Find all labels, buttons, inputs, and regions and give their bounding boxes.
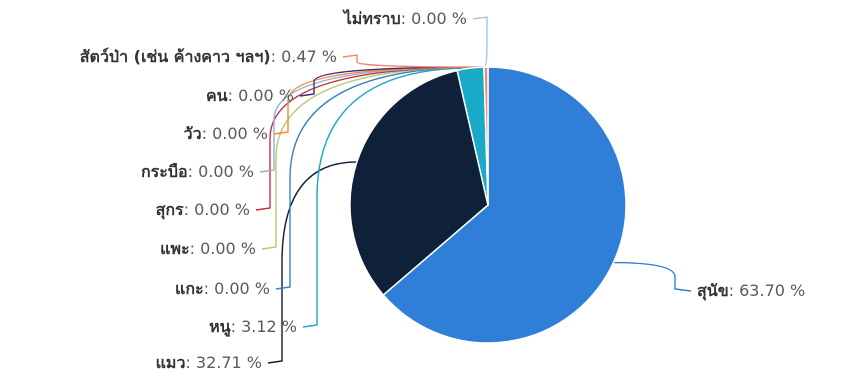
slice-1-name: แมว bbox=[156, 353, 186, 372]
data-labels: สุนัข: 63.70 % แมว: 32.71 % หนู: 3.12 % แกะ… bbox=[80, 9, 805, 372]
slice-3-value: : 0.00 % bbox=[204, 279, 270, 298]
slice-10-name: ไม่ทราบ bbox=[342, 9, 401, 28]
slice-9-name: สัตว์ป่า (เช่น ค้างคาว ฯลฯ) bbox=[80, 47, 271, 66]
slice-5-value: : 0.00 % bbox=[184, 200, 250, 219]
slice-10-value: : 0.00 % bbox=[401, 9, 467, 28]
slice-6-value: : 0.00 % bbox=[188, 162, 254, 181]
slice-7-value: : 0.00 % bbox=[202, 124, 268, 143]
slice-9-connector bbox=[342, 54, 484, 68]
slice-9-wedge[interactable] bbox=[483, 66, 489, 206]
slice-1-value: : 32.71 % bbox=[185, 353, 262, 372]
slice-0-name: สุนัข bbox=[697, 281, 729, 301]
slice-4-name: แพะ bbox=[160, 239, 189, 258]
slice-2-value: : 3.12 % bbox=[231, 317, 297, 336]
slice-9-value: : 0.47 % bbox=[271, 47, 337, 66]
slice-7-name: วัว bbox=[184, 124, 202, 143]
slice-4-value: : 0.00 % bbox=[190, 239, 256, 258]
slice-10-label: ไม่ทราบ: 0.00 % bbox=[342, 9, 467, 28]
slice-1-connector bbox=[267, 161, 357, 364]
slice-0-label: สุนัข: 63.70 % bbox=[697, 281, 805, 301]
pie-slices bbox=[349, 66, 627, 344]
slice-8-name: คน bbox=[206, 86, 228, 105]
slice-3-name: แกะ bbox=[175, 279, 204, 298]
slice-5-label: สุกร: 0.00 % bbox=[156, 200, 250, 220]
slice-5-name: สุกร bbox=[156, 200, 184, 220]
slice-2-label: หนู: 3.12 % bbox=[209, 317, 297, 338]
slice-1-wedge[interactable] bbox=[349, 69, 489, 297]
slice-3-connector bbox=[275, 66, 481, 290]
slice-2-connector bbox=[302, 67, 471, 328]
slice-2-name: หนู bbox=[209, 317, 231, 338]
slice-3-label: แกะ: 0.00 % bbox=[175, 279, 270, 298]
slice-8-value: : 0.00 % bbox=[228, 86, 294, 105]
slice-8-label: คน: 0.00 % bbox=[206, 86, 294, 105]
slice-6-name: กระบือ bbox=[141, 162, 188, 181]
slice-0-connector bbox=[613, 261, 692, 292]
slice-4-label: แพะ: 0.00 % bbox=[160, 239, 256, 258]
slice-0-wedge[interactable] bbox=[382, 66, 627, 344]
slice-1-label: แมว: 32.71 % bbox=[156, 353, 262, 372]
slice-0-value: : 63.70 % bbox=[729, 281, 806, 300]
slice-10-connector bbox=[472, 16, 488, 68]
slice-6-label: กระบือ: 0.00 % bbox=[141, 162, 254, 181]
slice-9-label: สัตว์ป่า (เช่น ค้างคาว ฯลฯ): 0.47 % bbox=[80, 47, 337, 66]
slice-7-label: วัว: 0.00 % bbox=[184, 124, 268, 143]
